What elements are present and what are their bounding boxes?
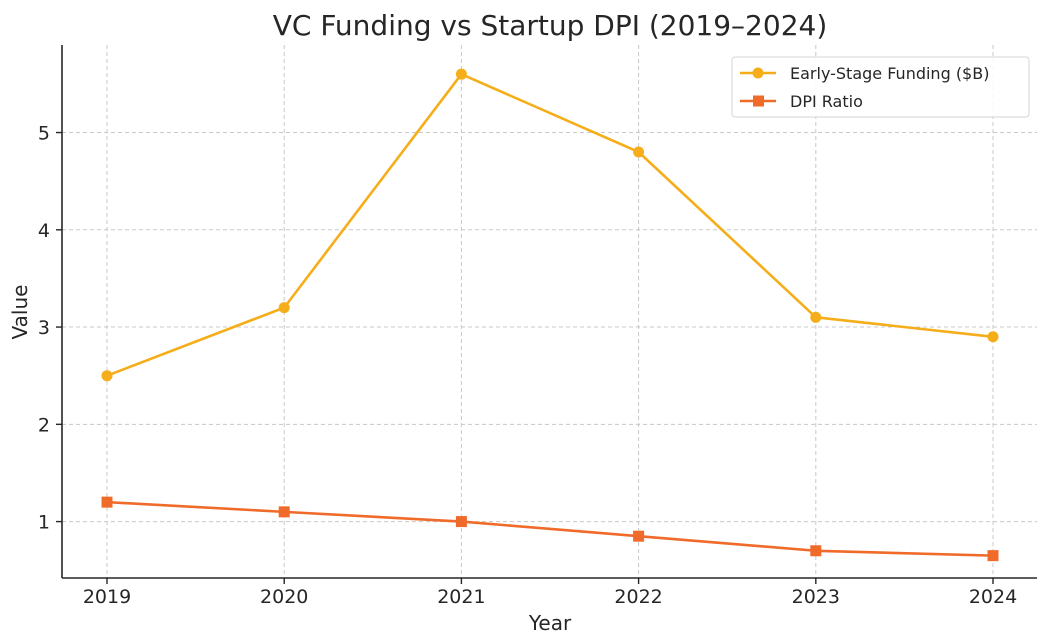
x-tick-label: 2024 xyxy=(969,586,1017,608)
x-ticks: 2019 2020 2021 2022 2023 2024 xyxy=(83,578,1017,608)
data-point xyxy=(987,550,999,562)
y-tick-label: 3 xyxy=(38,317,50,339)
x-tick-label: 2020 xyxy=(260,586,308,608)
data-point xyxy=(455,68,467,80)
data-point xyxy=(810,311,822,323)
x-tick-label: 2022 xyxy=(614,586,662,608)
legend-marker xyxy=(753,95,764,107)
x-axis-label: Year xyxy=(528,611,572,635)
y-tick-label: 5 xyxy=(38,123,50,145)
x-tick-label: 2019 xyxy=(83,586,131,608)
y-ticks: 1 2 3 4 5 xyxy=(38,123,62,534)
data-point xyxy=(633,146,645,158)
data-point xyxy=(101,496,113,508)
series-1 xyxy=(101,68,999,382)
y-tick-label: 1 xyxy=(38,512,50,534)
y-tick-label: 2 xyxy=(38,414,50,436)
legend: Early-Stage Funding ($B) DPI Ratio xyxy=(731,56,1030,118)
series-layer xyxy=(101,68,999,562)
data-point xyxy=(278,302,290,314)
data-point xyxy=(987,331,999,343)
legend-item: DPI Ratio xyxy=(740,92,863,111)
legend-label: DPI Ratio xyxy=(790,92,863,111)
legend-item: Early-Stage Funding ($B) xyxy=(740,64,989,83)
legend-box xyxy=(731,56,1030,118)
x-tick-label: 2021 xyxy=(437,586,485,608)
x-tick-label: 2023 xyxy=(792,586,840,608)
series-line xyxy=(106,72,994,377)
legend-marker xyxy=(752,67,764,79)
data-point xyxy=(101,370,113,382)
series-line xyxy=(106,500,994,557)
chart-title: VC Funding vs Startup DPI (2019–2024) xyxy=(273,9,828,42)
legend-label: Early-Stage Funding ($B) xyxy=(790,64,989,83)
grid xyxy=(62,45,1037,578)
series-2 xyxy=(101,496,999,562)
legend-items: Early-Stage Funding ($B) DPI Ratio xyxy=(740,64,989,111)
data-point xyxy=(278,506,290,518)
data-point xyxy=(455,516,467,528)
data-point xyxy=(633,530,645,542)
data-point xyxy=(810,545,822,557)
y-axis-label: Value xyxy=(8,285,32,340)
y-tick-label: 4 xyxy=(38,220,50,242)
